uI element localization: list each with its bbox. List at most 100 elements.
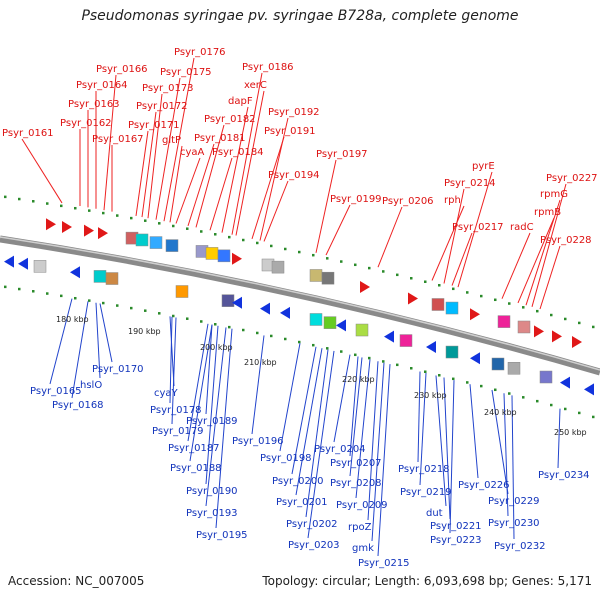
leader-line <box>195 124 225 228</box>
gene-label-top: Psyr_0166 <box>96 64 148 75</box>
track-dot <box>172 314 175 318</box>
track-dot <box>564 317 567 321</box>
gene-box <box>491 357 505 371</box>
leader-line <box>175 157 201 224</box>
gene-label-top: Psyr_0173 <box>142 83 194 94</box>
track-dot <box>228 325 231 329</box>
leader-line <box>315 159 337 253</box>
gene-arrow-reverse <box>584 383 594 396</box>
track-dot <box>438 284 441 287</box>
track-dot <box>4 285 7 289</box>
gene-label-top: Psyr_0162 <box>60 118 112 129</box>
leader-line <box>103 74 117 211</box>
gene-label-bottom: Psyr_0226 <box>458 480 510 491</box>
gene-arrow-forward <box>408 292 418 305</box>
gene-label-bottom: Psyr_0203 <box>288 540 340 551</box>
gene-label-bottom: Psyr_0187 <box>168 443 220 454</box>
track-dot <box>452 287 455 291</box>
gene-label-bottom: Psyr_0202 <box>286 519 338 530</box>
track-dot <box>144 219 147 222</box>
leader-line <box>525 199 561 306</box>
topology-value: circular <box>322 574 367 588</box>
gene-label-top: rpmG <box>540 189 568 200</box>
track-dot <box>270 244 273 248</box>
leader-line <box>451 232 473 286</box>
leader-line <box>49 298 73 385</box>
leader-line <box>147 93 163 219</box>
leader-line <box>457 171 493 288</box>
gene-arrow-reverse <box>384 330 394 343</box>
gene-arrow-forward <box>534 325 544 338</box>
track-dot <box>340 260 343 263</box>
leader-line <box>431 205 465 281</box>
track-dot <box>368 266 371 270</box>
gene-label-bottom: Psyr_0218 <box>398 464 450 475</box>
track-dot <box>214 233 217 236</box>
leader-line <box>355 359 371 499</box>
topology-label: Topology: <box>262 574 319 588</box>
leader-line <box>517 217 555 304</box>
gene-label-bottom: hslO <box>80 380 102 391</box>
track-dot <box>74 206 77 210</box>
track-dot <box>116 304 119 307</box>
track-dot <box>368 356 371 360</box>
leader-line <box>367 361 379 521</box>
gene-label-top: rph <box>444 195 461 206</box>
track-dot <box>564 407 567 411</box>
track-dot <box>74 296 77 300</box>
map-title: Pseudomonas syringae pv. syringae B728a,… <box>81 8 519 24</box>
gene-arrow-forward <box>84 224 94 237</box>
track-dot <box>396 273 399 277</box>
gene-box <box>445 301 459 315</box>
track-dot <box>102 211 105 215</box>
leader-line <box>307 350 335 539</box>
track-dot <box>284 337 287 341</box>
leader-line <box>209 157 233 231</box>
gene-label-top: Psyr_0194 <box>268 170 320 181</box>
gene-label-top: Psyr_0227 <box>546 173 598 184</box>
kbp-marker: 240 kbp <box>484 408 517 417</box>
leader-line <box>205 324 213 415</box>
gene-label-bottom: Psyr_0165 <box>30 386 82 397</box>
track-dot <box>452 377 455 381</box>
length-value: 6,093,698 bp <box>423 574 504 588</box>
track-dot <box>130 216 133 220</box>
track-dot <box>438 374 441 377</box>
gene-box <box>399 334 413 347</box>
gene-label-top: radC <box>510 222 534 233</box>
gene-label-bottom: rpoZ <box>348 522 372 533</box>
gene-arrow-reverse <box>560 376 570 389</box>
leader-line <box>419 372 427 486</box>
track-dot <box>186 227 189 230</box>
leader-line <box>235 90 265 236</box>
accession-value: NC_007005 <box>75 574 145 588</box>
gene-box <box>175 285 189 298</box>
leader-line <box>443 188 465 284</box>
gene-label-bottom: Psyr_0223 <box>430 535 482 546</box>
track-dot <box>424 370 427 373</box>
leader-line <box>469 384 479 479</box>
leader-line <box>205 327 227 507</box>
genes-value: 5,171 <box>557 574 592 588</box>
leader-line <box>417 371 421 463</box>
gene-box <box>507 362 521 375</box>
gene-label-top: Psyr_0214 <box>444 178 496 189</box>
accession-label: Accession: <box>8 574 72 588</box>
gene-box <box>165 239 179 252</box>
leader-line <box>305 349 329 518</box>
track-dot <box>522 396 525 399</box>
leader-line <box>435 375 447 507</box>
gene-box <box>105 272 119 285</box>
gene-box <box>135 233 149 247</box>
gene-label-bottom: Psyr_0201 <box>276 497 328 508</box>
gene-label-top: cyaA <box>180 147 205 158</box>
track-dot <box>32 200 35 203</box>
gene-box <box>497 315 511 328</box>
gene-label-bottom: Psyr_0168 <box>52 400 104 411</box>
gene-label-bottom: Psyr_0198 <box>260 453 312 464</box>
track-dot <box>200 320 203 323</box>
gene-label-top: Psyr_0184 <box>212 147 264 158</box>
leader-line <box>295 348 323 496</box>
gene-label-top: Psyr_0175 <box>160 67 212 78</box>
